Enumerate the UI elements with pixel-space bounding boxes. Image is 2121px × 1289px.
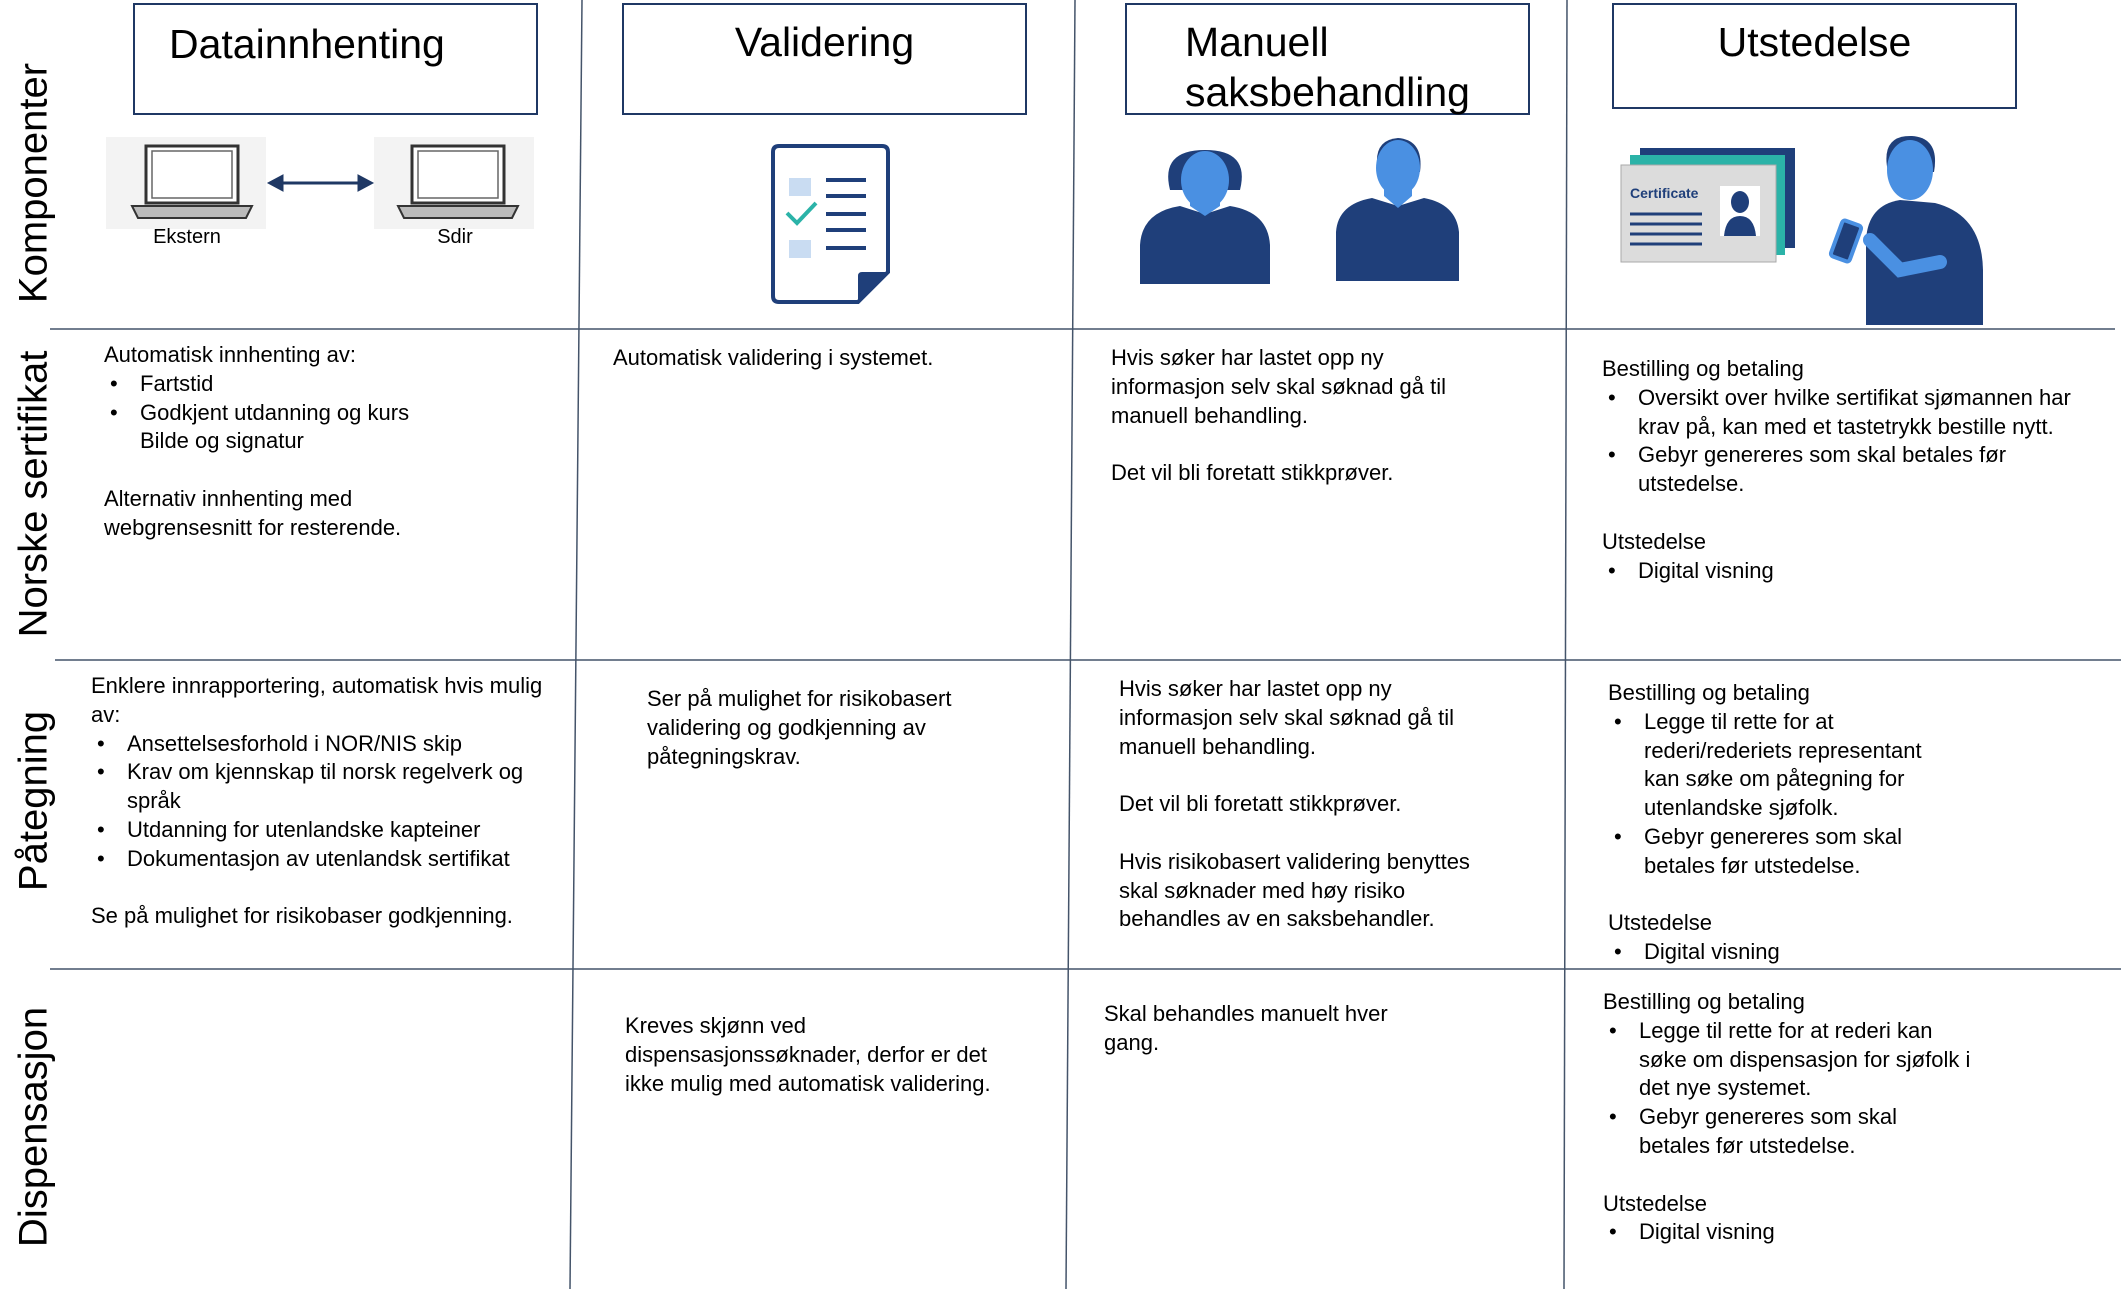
bullet-item: Digital visning (1602, 557, 2092, 586)
row-label: Norske sertifikat (11, 350, 56, 638)
cell: Skal behandles manuelt hver gang. (1104, 1000, 1434, 1058)
cell: Automatisk validering i systemet. (613, 344, 1063, 373)
cell: Bestilling og betaling Legge til rette fo… (1603, 988, 1973, 1247)
bullet-item: Legge til rette for at rederi kan søke o… (1603, 1017, 1973, 1103)
laptop-icon (106, 137, 266, 229)
bullet-item: Krav om kjennskap til norsk regelverk og… (91, 758, 556, 816)
col-divider (1065, 0, 1076, 1289)
paragraph: Automatisk innhenting av: (104, 342, 356, 367)
paragraph: Utstedelse (1602, 528, 1706, 554)
column-header: Manuell saksbehandling (1125, 3, 1530, 115)
cell: Hvis søker har lastet opp ny informasjon… (1111, 344, 1491, 488)
column-header: Utstedelse (1612, 3, 2017, 109)
cell: Bestilling og betaling Oversikt over hvil… (1602, 355, 2092, 585)
paragraph: Det vil bli foretatt stikkprøver. (1111, 460, 1394, 486)
laptop-icon (374, 137, 534, 229)
column-header: Validering (622, 3, 1027, 115)
cell: Automatisk innhenting av: FartstidGodkjen… (104, 341, 444, 543)
paragraph: Enklere innrapportering, automatisk hvis… (91, 673, 543, 727)
row-label: Komponenter (11, 62, 56, 304)
paragraph: Utstedelse (1608, 910, 1712, 936)
bullet-item: Fartstid (104, 370, 444, 399)
person-icon (1140, 150, 1270, 284)
paragraph: Se på mulighet for risikobaser godkjenni… (91, 903, 513, 929)
paragraph: Hvis søker har lastet opp ny informasjon… (1111, 345, 1447, 428)
paragraph: Utstedelse (1603, 1190, 1707, 1216)
certificate-label: Certificate (1630, 185, 1699, 201)
paragraph: Bestilling og betaling (1602, 356, 1804, 381)
laptop-label: Ekstern (153, 226, 221, 248)
bullet-item: Gebyr genereres som skal betales før uts… (1608, 823, 1958, 881)
double-arrow (266, 174, 375, 192)
paragraph: Det vil bli foretatt stikkprøver. (1119, 791, 1402, 817)
bullet-item: Godkjent utdanning og kurs (104, 399, 444, 428)
paragraph: Kreves skjønn ved dispensasjonssøknader,… (625, 1013, 991, 1096)
paragraph: Bestilling og betaling (1603, 989, 1805, 1014)
paragraph: Skal behandles manuelt hver gang. (1104, 1001, 1388, 1055)
cell: Kreves skjønn ved dispensasjonssøknader,… (625, 1012, 1000, 1098)
bullet-continuation: Bilde og signatur (140, 428, 304, 454)
row-label: Påtegning (11, 710, 56, 892)
bullet-item: Digital visning (1603, 1218, 1973, 1247)
bullet-item: Gebyr genereres som skal betales før uts… (1602, 441, 2092, 499)
col-divider (569, 0, 583, 1289)
row-label: Dispensasjon (11, 1006, 56, 1248)
cell: Ser på mulighet for risikobasert valider… (647, 685, 997, 771)
bullet-item: Dokumentasjon av utenlandsk sertifikat (91, 845, 556, 874)
paragraph: Ser på mulighet for risikobasert valider… (647, 686, 952, 769)
person-icon (1336, 138, 1459, 281)
cell: Enklere innrapportering, automatisk hvis… (91, 672, 556, 931)
paragraph: Bestilling og betaling (1608, 680, 1810, 705)
laptop-label: Sdir (437, 226, 473, 248)
bullet-item: Legge til rette for at rederi/rederiets … (1608, 708, 1958, 823)
paragraph: Alternativ innhenting med webgrensesnitt… (104, 485, 402, 540)
paragraph: Automatisk validering i systemet. (613, 345, 934, 370)
bullet-item: Gebyr genereres som skal betales før uts… (1603, 1103, 1973, 1161)
cell: Hvis søker har lastet opp ny informasjon… (1119, 675, 1499, 934)
column-header: Datainnhenting (133, 3, 538, 115)
col-divider (1563, 0, 1568, 1289)
bullet-item: Oversikt over hvilke sertifikat sjømanne… (1602, 384, 2092, 442)
bullet-item: Ansettelsesforhold i NOR/NIS skip (91, 730, 556, 759)
cell: Bestilling og betaling Legge til rette fo… (1608, 679, 1958, 967)
document-icon (771, 144, 890, 304)
grid (50, 0, 2121, 1289)
paragraph: Hvis søker har lastet opp ny informasjon… (1119, 676, 1455, 759)
bullet-item: Utdanning for utenlandske kapteiner (91, 816, 556, 845)
person-phone-icon (1828, 135, 1983, 325)
bullet-item: Digital visning (1608, 938, 1958, 967)
certificate-icon: Certificate (1620, 148, 1795, 263)
paragraph: Hvis risikobasert validering benyttes sk… (1119, 848, 1470, 932)
